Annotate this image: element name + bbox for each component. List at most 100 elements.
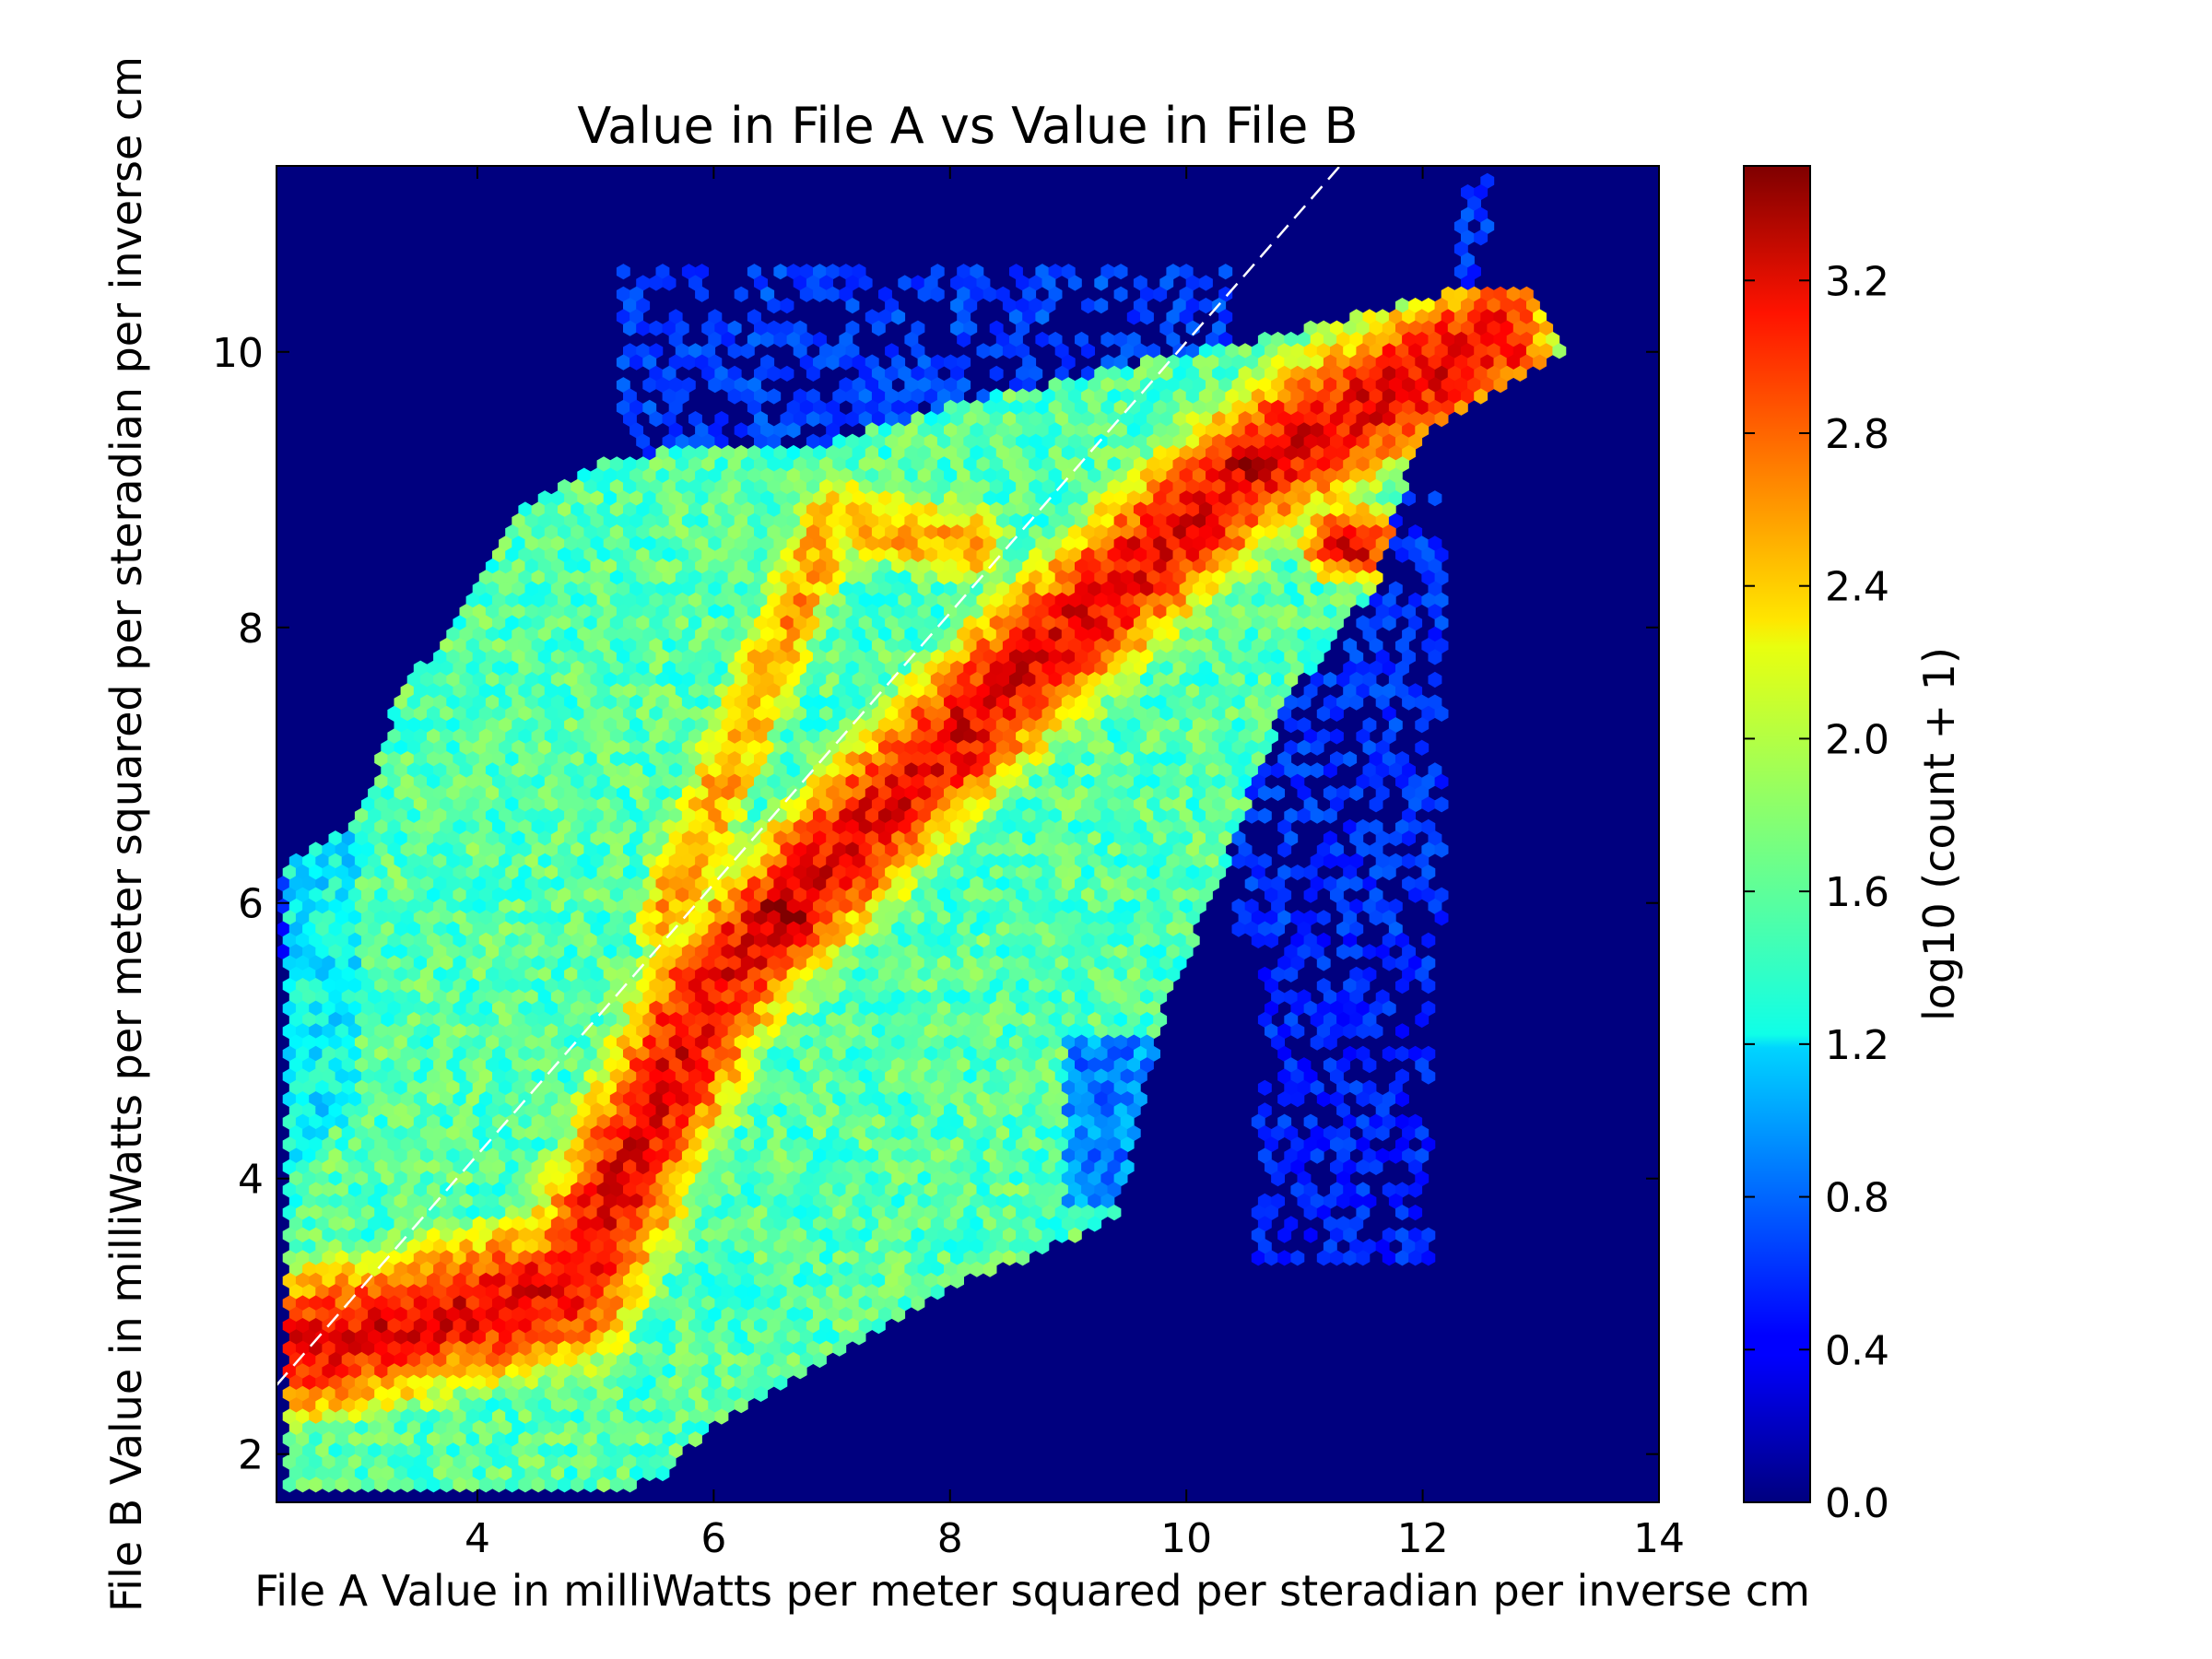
hexbin-cell	[649, 547, 664, 563]
hexbin-cell	[1375, 512, 1390, 529]
hexbin-cell	[1147, 501, 1160, 518]
hexbin-cell	[1179, 309, 1194, 325]
hexbin-cell	[629, 717, 643, 734]
hexbin-cell	[1487, 343, 1501, 359]
hexbin-cell	[649, 365, 664, 382]
hexbin-cell	[1480, 309, 1495, 325]
hexbin-cell	[982, 535, 997, 552]
hexbin-cell	[793, 501, 807, 518]
hexbin-cell	[865, 309, 879, 325]
hexbin-cell	[858, 275, 873, 291]
hexbin-cell	[839, 354, 853, 371]
hexbin-cell	[1022, 286, 1037, 302]
hexbin-cell	[531, 501, 546, 518]
hexbin-cell	[413, 705, 428, 722]
hexbin-cell	[799, 581, 814, 597]
hexbin-cell	[465, 638, 480, 654]
hexbin-cell	[1251, 592, 1265, 608]
hexbin-cell	[603, 604, 618, 620]
hexbin-cell	[642, 558, 657, 575]
hexbin-cell	[1088, 444, 1102, 462]
hexbin-cell	[1297, 535, 1312, 552]
hexbin-cell	[813, 581, 827, 597]
hexbin-cell	[852, 512, 866, 529]
hexbin-cell	[963, 298, 978, 314]
hexbin-cell	[1461, 320, 1475, 336]
hexbin-cell	[629, 694, 643, 711]
hexbin-cell	[819, 592, 833, 608]
hexbin-cell	[1067, 388, 1082, 405]
hexbin-cell	[1461, 229, 1475, 246]
hexbin-cell	[898, 705, 912, 722]
hexbin-cell	[1349, 422, 1364, 439]
hexbin-cell	[668, 694, 683, 711]
hexbin-cell	[1487, 320, 1501, 336]
hexbin-cell	[1218, 309, 1233, 325]
hexbin-cell	[957, 444, 971, 462]
hexbin-cell	[1054, 615, 1069, 631]
hexbin-cell	[1140, 512, 1154, 529]
hexbin-cell	[1512, 320, 1527, 336]
hexbin-cell	[1140, 444, 1154, 462]
hexbin-cell	[1271, 604, 1285, 620]
hexbin-cell	[1166, 444, 1181, 462]
hexbin-cell	[499, 739, 512, 756]
hexbin-cell	[1244, 354, 1259, 371]
hexbin-cell	[708, 581, 723, 597]
hexbin-cell	[780, 570, 794, 586]
hexbin-cell	[1428, 331, 1442, 348]
hexbin-cell	[537, 558, 552, 575]
hexbin-cell	[747, 264, 761, 280]
hexbin-cell	[1323, 535, 1337, 552]
hexbin-cell	[1349, 354, 1364, 371]
hexbin-cell	[727, 728, 742, 745]
hexbin-cell	[1016, 660, 1030, 677]
hexbin-cell	[871, 365, 886, 382]
hexbin-cell	[1402, 331, 1416, 348]
hexbin-cell	[537, 490, 552, 507]
hexbin-cell	[1172, 524, 1187, 541]
hexbin-cell	[747, 626, 761, 642]
hexbin-cell	[1519, 331, 1534, 348]
hexbin-cell	[852, 558, 866, 575]
hexbin-cell	[845, 433, 860, 450]
hexbin-cell	[1323, 558, 1337, 575]
hexbin-cell	[596, 547, 611, 563]
hexbin-cell	[1016, 705, 1030, 722]
hexbin-cell	[1185, 501, 1200, 518]
hexbin-cell	[780, 728, 794, 745]
hexbin-cell	[1016, 298, 1030, 314]
hexbin-cell	[636, 501, 651, 518]
hexbin-cell	[453, 728, 467, 745]
hexbin-cell	[747, 399, 761, 416]
hexbin-cell	[1251, 433, 1265, 450]
hexbin-cell	[544, 705, 559, 722]
hexbin-cell	[1212, 388, 1227, 405]
hexbin-cell	[1362, 377, 1377, 394]
hexbin-cell	[995, 286, 1010, 302]
hexbin-cell	[1336, 671, 1350, 688]
hexbin-cell	[806, 478, 820, 495]
hexbin-cell	[1120, 705, 1135, 722]
hexbin-cell	[1434, 320, 1449, 336]
hexbin-cell	[1185, 615, 1200, 631]
hexbin-cell	[1147, 343, 1160, 359]
hexbin-cell	[1297, 331, 1312, 348]
hexbin-cell	[832, 343, 847, 359]
hexbin-cell	[1257, 377, 1272, 394]
hexbin-cell	[1088, 422, 1102, 439]
hexbin-cell	[950, 660, 964, 677]
hexbin-cell	[898, 411, 912, 428]
hexbin-cell	[1512, 365, 1527, 382]
hexbin-cell	[930, 671, 945, 688]
hexbin-cell	[1316, 456, 1331, 473]
hexbin-cell	[1533, 354, 1547, 371]
hexbin-cell	[891, 694, 906, 711]
hexbin-cell	[1212, 705, 1227, 722]
hexbin-cell	[1140, 604, 1154, 620]
hexbin-cell	[721, 694, 735, 711]
hexbin-cell	[721, 331, 735, 348]
hexbin-cell	[524, 717, 539, 734]
hexbin-cell	[1054, 728, 1069, 745]
hexbin-cell	[963, 275, 978, 291]
